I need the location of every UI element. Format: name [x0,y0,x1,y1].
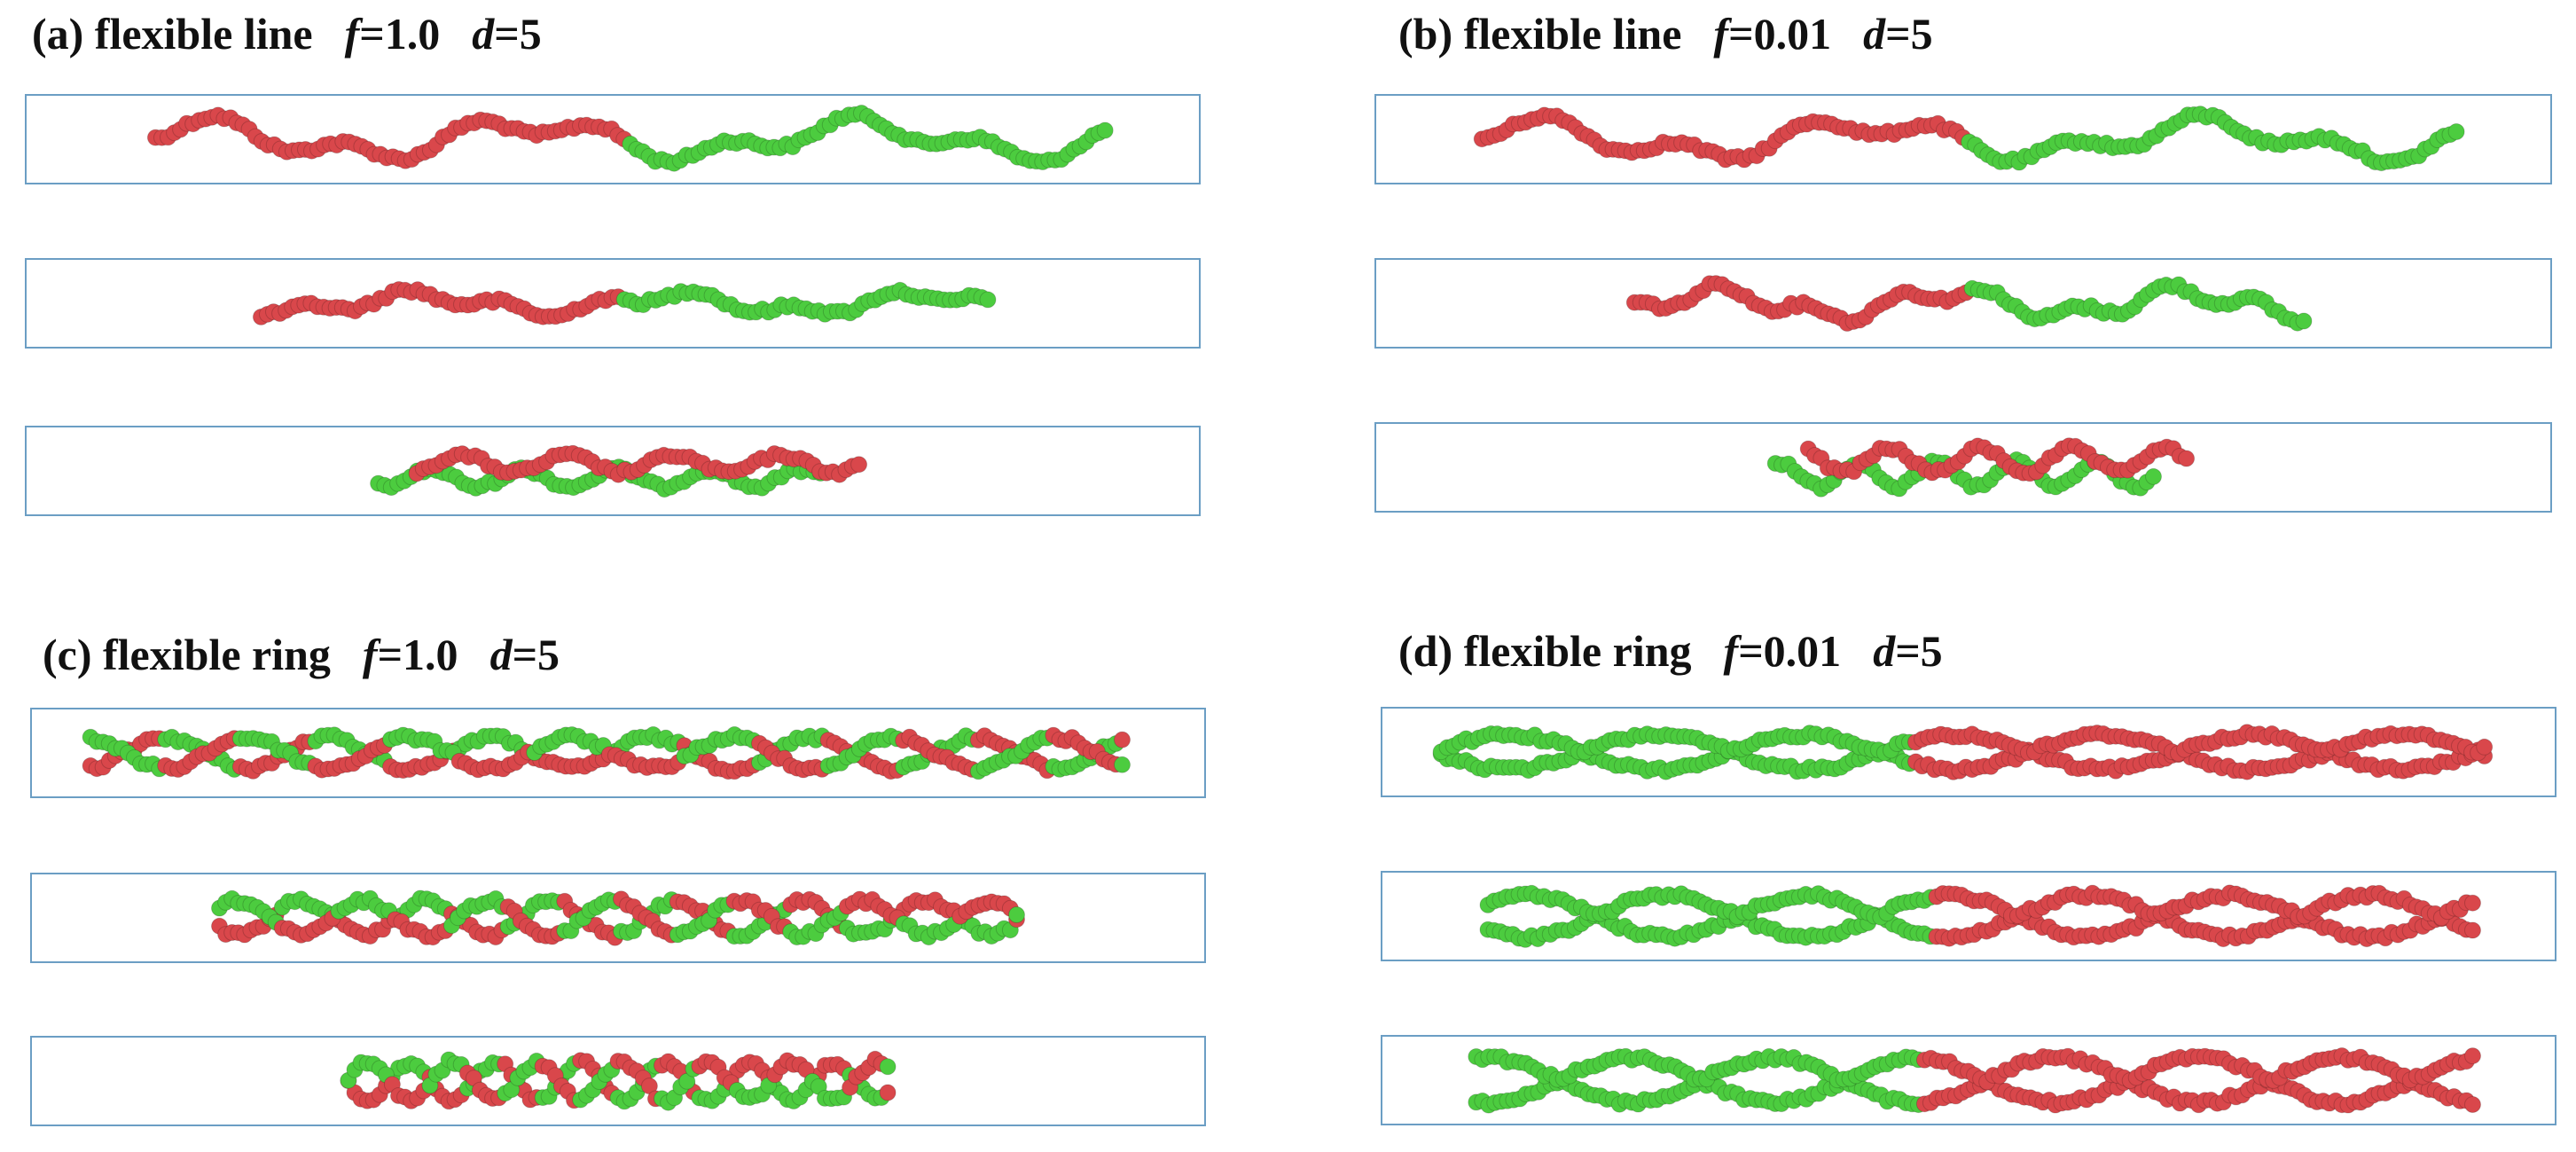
bead-chain [252,281,997,325]
bead-chain [211,889,1025,946]
red-bead [2476,738,2494,756]
red-bead [850,456,868,474]
panel-b-snapshot-3 [1374,422,2552,513]
panel-d-snapshot-3 [1381,1035,2556,1125]
green-bead [1096,121,1114,139]
panel-c-label: (c) flexible ring [43,630,331,679]
panel-d-label: (d) flexible ring [1398,626,1692,676]
panel-b-f-value: =0.01 [1728,9,1832,59]
red-bead [2464,921,2481,939]
panel-c-f-symbol: f [362,630,378,679]
bead-chain [1625,275,2313,332]
green-bead [879,1058,897,1076]
bead-chain [1479,884,2481,948]
green-bead [2145,467,2162,485]
panel-d-d-symbol: d [1873,626,1896,676]
panel-b-snapshot-1 [1374,94,2552,184]
panel-d-d-value: =5 [1895,626,1943,676]
panel-c-d-symbol: d [489,630,513,679]
red-bead [2464,1047,2481,1065]
panel-d-snapshot-2 [1381,871,2556,961]
panel-d-f-symbol: f [1723,626,1739,676]
bead-chain [146,105,1114,172]
panel-c-f-value: =1.0 [377,630,458,679]
panel-b-title: (b) flexible line f=0.01 d=5 [1398,7,1933,60]
bead-chain [1468,1047,2481,1114]
panel-d-snapshot-1 [1381,707,2556,797]
panel-d-f-value: =0.01 [1738,626,1842,676]
red-bead [1114,731,1131,748]
green-bead [1114,756,1131,773]
panel-a-d-value: =5 [494,9,542,59]
panel-b-d-value: =5 [1885,9,1933,59]
panel-a-d-symbol: d [472,9,495,59]
panel-a-snapshot-3 [25,426,1201,516]
bead-chain [1432,724,2494,780]
panel-a-f-symbol: f [344,9,360,59]
bead-chain [340,1050,897,1111]
panel-b-f-symbol: f [1713,9,1729,59]
panel-c-d-value: =5 [512,630,560,679]
panel-a-snapshot-1 [25,94,1201,184]
panel-c-snapshot-2 [30,873,1206,963]
panel-a-title: (a) flexible line f=1.0 d=5 [32,7,542,60]
panel-c-snapshot-3 [30,1036,1206,1126]
bead-chain [1766,437,2196,498]
green-bead [979,291,997,309]
green-bead [2295,312,2313,330]
panel-a-f-value: =1.0 [359,9,441,59]
bead-chain [370,444,868,498]
green-bead [1008,906,1025,923]
red-bead [2464,1096,2481,1113]
panel-b-label: (b) flexible line [1398,9,1682,59]
bead-chain [82,725,1131,780]
panel-d-title: (d) flexible ring f=0.01 d=5 [1398,624,1943,678]
panel-c-title: (c) flexible ring f=1.0 d=5 [43,628,560,681]
red-bead [879,1084,897,1101]
panel-b-snapshot-2 [1374,258,2552,349]
panel-a-label: (a) flexible line [32,9,313,59]
panel-c-snapshot-1 [30,708,1206,798]
panel-b-d-symbol: d [1863,9,1886,59]
red-bead [2464,894,2481,912]
bead-chain [1473,106,2465,172]
red-bead [2178,450,2196,467]
green-bead [2447,123,2465,140]
panel-a-snapshot-2 [25,258,1201,349]
